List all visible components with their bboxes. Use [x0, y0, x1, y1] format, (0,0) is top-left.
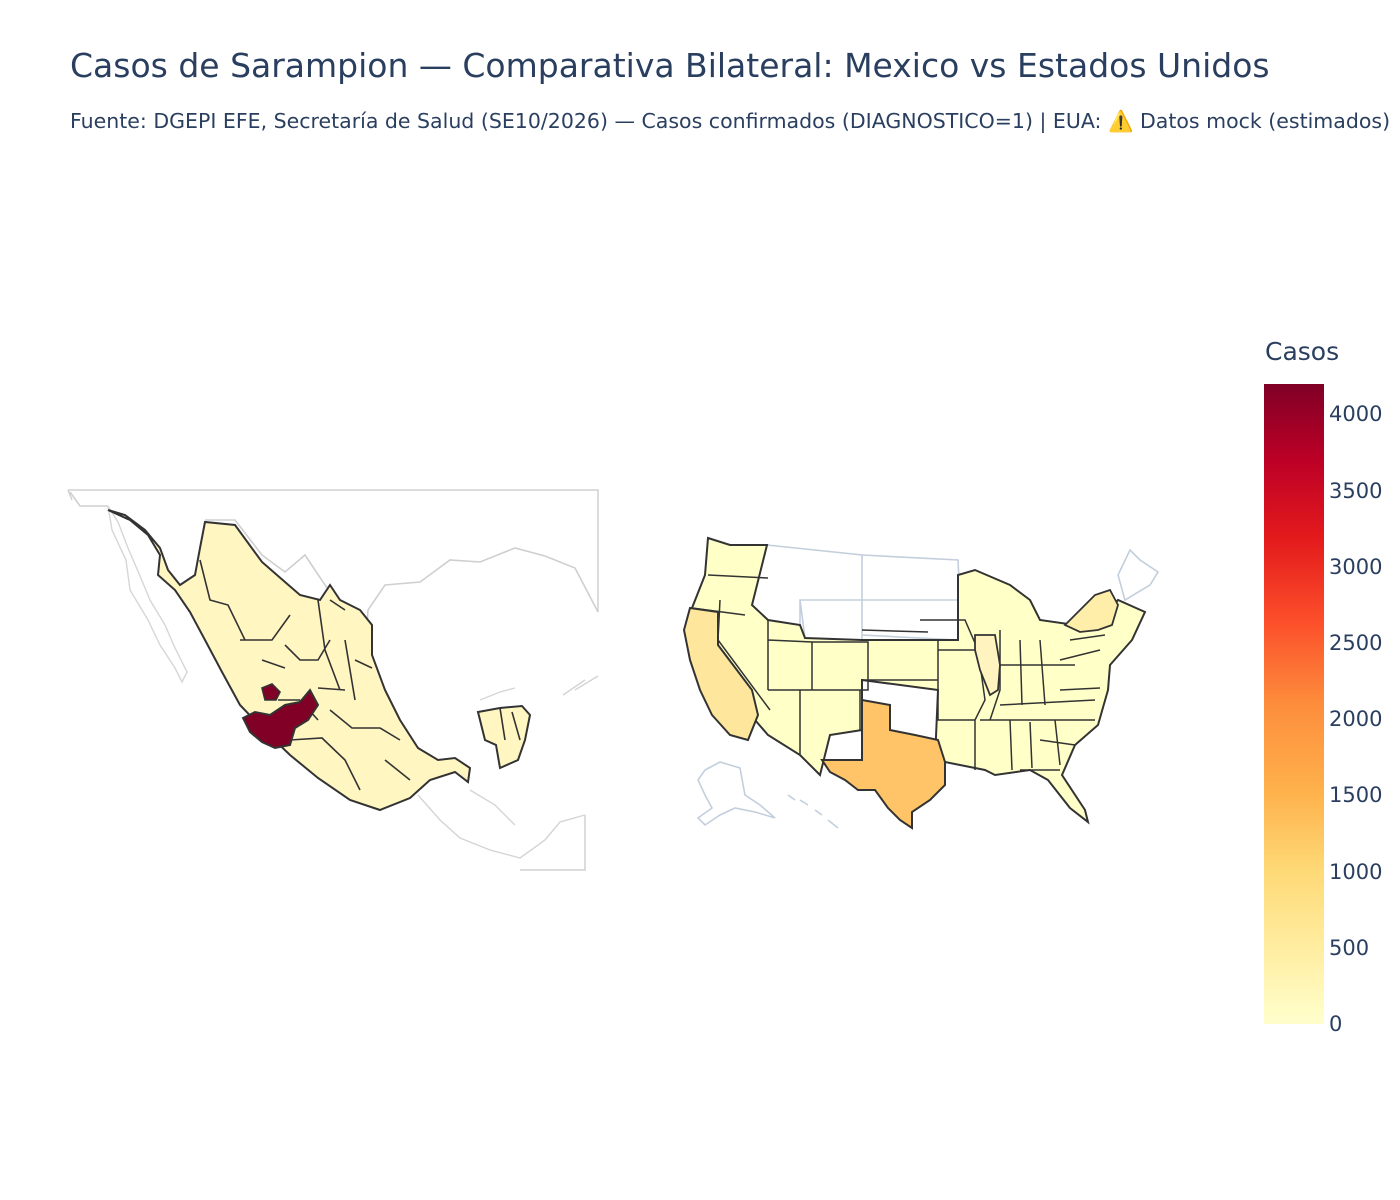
colorbar-tick-500: 500: [1329, 935, 1370, 960]
usa-state-texas[interactable]: [820, 698, 946, 830]
colorbar: [1264, 384, 1324, 1024]
colorbar-tick-2000: 2000: [1329, 707, 1383, 732]
mexico-context-us-border: [69, 491, 599, 656]
colorbar-tick-1500: 1500: [1329, 783, 1383, 808]
usa-map[interactable]: [682, 536, 1160, 830]
usa-state-illinois[interactable]: [974, 634, 1001, 697]
colorbar-tick-0: 0: [1329, 1012, 1343, 1036]
mexico-state-jalisco[interactable]: [241, 688, 320, 750]
mexico-context-baja-coast: [107, 505, 188, 684]
colorbar-tick-3000: 3000: [1329, 554, 1383, 579]
colorbar-tick-4000: 4000: [1329, 402, 1383, 427]
colorbar-tick-1000: 1000: [1329, 859, 1383, 884]
chart-subtitle: Fuente: DGEPI EFE, Secretaría de Salud (…: [70, 109, 1391, 133]
usa-state-new-york[interactable]: [1063, 588, 1119, 633]
mexico-map-frame: [67, 489, 599, 871]
mexico-context-cuba: [479, 687, 516, 701]
mexico-map[interactable]: [67, 489, 599, 871]
usa-state-california[interactable]: [682, 606, 760, 742]
mexico-state-jalisco-north[interactable]: [261, 683, 281, 701]
chart-title: Casos de Sarampion — Comparativa Bilater…: [70, 46, 1270, 85]
usa-context-alaska: [696, 761, 839, 829]
colorbar-title: Casos: [1265, 337, 1340, 366]
mexico-states-low[interactable]: [107, 509, 472, 812]
colorbar-tick-3500: 3500: [1329, 478, 1383, 503]
colorbar-tick-2500: 2500: [1329, 631, 1383, 656]
mexico-context-central-america: [417, 675, 599, 859]
